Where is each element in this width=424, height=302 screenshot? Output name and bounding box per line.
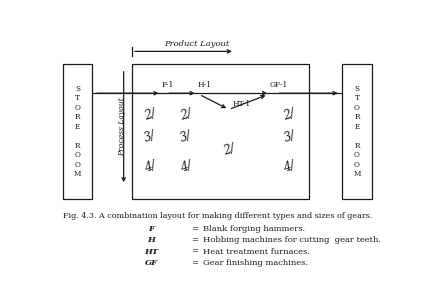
Text: F: F xyxy=(148,225,155,233)
Text: H-1: H-1 xyxy=(198,81,212,89)
Text: 4/: 4/ xyxy=(142,159,157,175)
Text: =: = xyxy=(191,259,198,267)
Text: Blank forging hammers.: Blank forging hammers. xyxy=(203,225,304,233)
Text: Hobbing machines for cutting  gear teeth.: Hobbing machines for cutting gear teeth. xyxy=(203,236,380,244)
Text: Fig. 4.3. A combination layout for making different types and sizes of gears.: Fig. 4.3. A combination layout for makin… xyxy=(63,213,372,220)
Text: 4/: 4/ xyxy=(179,159,194,175)
Text: Process Layout: Process Layout xyxy=(118,98,126,156)
Text: HT: HT xyxy=(145,248,159,255)
Bar xyxy=(342,64,372,199)
Text: Product Layout: Product Layout xyxy=(164,40,229,48)
Text: 2/: 2/ xyxy=(179,107,194,123)
Text: Heat treatment furnaces.: Heat treatment furnaces. xyxy=(203,248,310,255)
Text: 2/: 2/ xyxy=(282,107,297,123)
Text: HT-1: HT-1 xyxy=(233,100,251,108)
Text: F-1: F-1 xyxy=(162,81,174,89)
Text: S
T
O
R
E
 
R
O
O
M: S T O R E R O O M xyxy=(353,85,361,178)
Text: H: H xyxy=(148,236,156,244)
Bar xyxy=(63,64,92,199)
Text: Gear finishing machines.: Gear finishing machines. xyxy=(203,259,307,267)
Text: GF-1: GF-1 xyxy=(270,81,288,89)
Text: 3/: 3/ xyxy=(142,130,157,145)
Text: =: = xyxy=(191,236,198,244)
Text: 3/: 3/ xyxy=(179,130,194,145)
Text: GF: GF xyxy=(145,259,158,267)
Text: =: = xyxy=(191,248,198,255)
Text: S
T
O
R
E
 
R
O
O
M: S T O R E R O O M xyxy=(74,85,81,178)
Text: 2/: 2/ xyxy=(142,107,157,123)
Bar xyxy=(132,64,309,199)
Text: 4/: 4/ xyxy=(282,159,297,175)
Text: =: = xyxy=(191,225,198,233)
Text: 3/: 3/ xyxy=(282,130,297,145)
Text: 2/: 2/ xyxy=(221,142,236,158)
